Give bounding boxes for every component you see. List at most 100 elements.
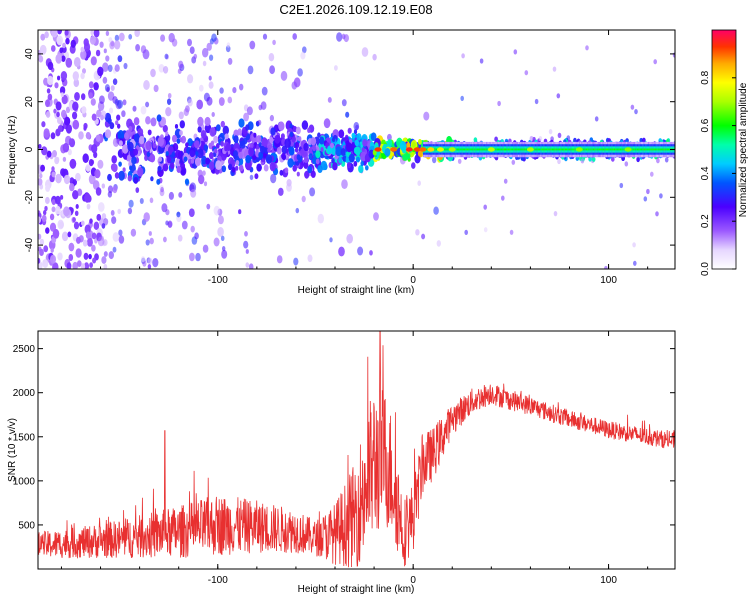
spectrogram-band-cell: [665, 148, 668, 151]
spectrogram-band-cell: [459, 148, 461, 151]
spectrogram-cell: [232, 87, 237, 94]
spectrogram-band-cell: [641, 148, 643, 151]
spectrogram-cell: [503, 178, 508, 184]
spectrogram-band-cell: [505, 148, 507, 151]
spectrogram-cell: [249, 142, 254, 149]
spectrogram-cell: [220, 235, 225, 241]
spectrogram-band-cell: [632, 148, 635, 151]
spectrogram-cell: [116, 114, 121, 121]
spectrogram-cell: [284, 138, 292, 149]
y-tick-label: 20: [24, 96, 35, 108]
spectrogram-band-cell: [494, 148, 497, 151]
spectrogram-band-cell: [571, 148, 574, 151]
spectrogram-cell: [158, 156, 162, 162]
spectrogram-band-cell: [618, 148, 621, 151]
spectrogram-cell: [43, 245, 49, 253]
spectrogram-cell: [112, 163, 118, 173]
spectrogram-cell: [60, 71, 68, 81]
spectrogram-cell: [335, 146, 343, 157]
spectrogram-cell: [432, 156, 437, 164]
spectrogram-cell: [354, 146, 361, 156]
spectrogram-band-cell: [481, 148, 484, 151]
spectrogram-cell: [160, 34, 166, 42]
spectrogram-cell: [126, 154, 132, 162]
spectrogram-band-cell: [495, 148, 498, 151]
spectrogram-cell: [166, 156, 172, 164]
spectrogram-band-cell: [482, 148, 485, 151]
spectrogram-band-cell: [659, 148, 662, 151]
x-tick-label: 0: [410, 575, 416, 586]
spectrogram-cell: [209, 54, 214, 61]
spectrogram-cell: [228, 163, 233, 170]
spectrogram-band-cell: [574, 148, 576, 151]
spectrogram-band-cell: [607, 148, 609, 151]
spectrogram-cell: [310, 170, 316, 178]
spectrogram-cell: [329, 142, 334, 149]
spectrogram-panel: -100 0 100 -40 -20 0 20 40 Height of straight …: [7, 29, 676, 296]
spectrogram-cell: [127, 207, 133, 215]
spectrogram-cell: [538, 136, 543, 142]
spectrogram-cell: [93, 30, 100, 38]
spectrogram-cell: [147, 264, 152, 269]
spectrogram-band-cell: [634, 148, 636, 151]
spectrogram-band-cell: [616, 148, 618, 151]
spectrogram-cell: [178, 111, 184, 120]
spectrogram-cell: [47, 61, 54, 71]
spectrogram-cell: [44, 31, 49, 39]
spectrogram-cell: [225, 143, 232, 151]
spectrogram-cell: [220, 140, 225, 147]
spectrogram-cell: [235, 165, 239, 171]
spectrogram-cell: [233, 129, 239, 138]
spectrogram-cell: [143, 212, 150, 222]
spectrogram-band-cell: [621, 148, 623, 151]
spectrogram-band-cell: [563, 148, 566, 151]
spectrogram-band-cell: [426, 148, 429, 151]
spectrogram-cell: [148, 231, 152, 236]
spectrogram-band-cell: [663, 148, 665, 151]
spectrogram-cell: [346, 233, 354, 244]
spectrogram-cell: [61, 231, 69, 242]
spectrogram-band-cell: [479, 148, 481, 151]
spectrogram-cell: [133, 117, 140, 126]
spectrogram-cell: [133, 148, 139, 156]
spectrogram-cell: [183, 108, 189, 117]
spectrogram-cell: [45, 184, 51, 192]
spectrogram-cell: [111, 216, 117, 225]
spectrogram-cell: [188, 208, 195, 217]
spectrogram-cell: [75, 204, 79, 209]
spectrogram-cell: [145, 239, 150, 246]
spectrogram-band-cell: [434, 148, 437, 151]
spectrogram-band-cell: [496, 148, 499, 151]
spectrogram-cell: [171, 38, 178, 47]
spectrogram-cell: [91, 113, 97, 121]
spectrogram-band-cell: [561, 148, 563, 151]
spectrogram-cell: [41, 214, 47, 222]
spectrogram-cell: [189, 46, 195, 54]
spectrogram-peak-cell: [390, 147, 398, 152]
spectrogram-band-cell: [595, 148, 597, 151]
spectrogram-cell: [82, 68, 86, 74]
spectrogram-cell: [301, 120, 309, 130]
spectrogram-cell: [141, 256, 146, 263]
spectrogram-band-cell: [480, 148, 482, 151]
spectrogram-cell: [208, 81, 214, 89]
spectrogram-cell: [347, 127, 352, 134]
spectrogram-cell: [38, 233, 42, 240]
spectrogram-band-cell: [562, 148, 565, 151]
spectrogram-peak-cell: [374, 147, 382, 152]
spectrogram-cell: [167, 98, 172, 105]
spectrogram-cell: [280, 70, 288, 81]
spectrogram-cell: [418, 139, 422, 145]
spectrogram-band-cell: [614, 148, 616, 151]
spectrogram-cell: [245, 124, 250, 131]
spectrogram-cell: [108, 107, 114, 114]
spectrogram-cell: [307, 165, 313, 174]
spectrogram-cell: [103, 48, 107, 54]
spectrogram-cell: [114, 34, 120, 42]
spectrogram-cell: [248, 147, 255, 157]
spectrogram-cell: [156, 114, 162, 122]
spectrogram-cell: [153, 84, 159, 93]
spectrogram-band-cell: [472, 148, 474, 151]
spectrogram-cell: [307, 254, 313, 263]
spectrogram-cell: [57, 125, 63, 133]
